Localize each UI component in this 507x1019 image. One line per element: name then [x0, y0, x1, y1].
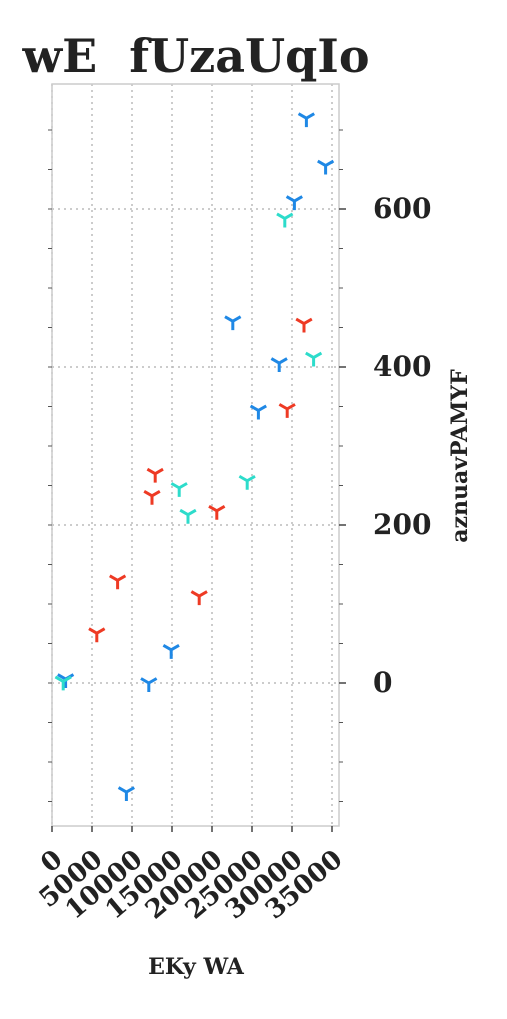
x-axis-label: EKy WA	[148, 954, 245, 980]
data-point	[88, 627, 106, 643]
data-point	[278, 403, 296, 418]
data-point	[238, 474, 256, 490]
data-point	[143, 489, 161, 505]
data-point	[297, 112, 315, 128]
data-point	[170, 482, 188, 497]
plot-frame	[51, 83, 340, 827]
data-point	[224, 315, 242, 331]
data-points	[54, 112, 335, 802]
chart-title: wE fUzaUqIo	[22, 29, 370, 83]
y-tick-labels: 0 200 400 600	[373, 192, 431, 699]
data-point	[162, 644, 180, 659]
data-point	[317, 159, 335, 175]
y-tick-label: 200	[373, 508, 431, 541]
axis-ticks	[48, 129, 346, 832]
data-point	[208, 504, 226, 520]
data-point	[305, 351, 323, 367]
data-point	[276, 212, 294, 228]
data-point	[249, 404, 267, 420]
data-point	[179, 508, 197, 524]
y-tick-label: 400	[373, 350, 431, 383]
data-point	[190, 590, 208, 606]
data-point	[109, 574, 127, 590]
y-tick-label: 600	[373, 192, 431, 225]
y-tick-label: 0	[373, 666, 392, 699]
data-point	[140, 677, 158, 692]
data-point	[146, 467, 164, 483]
grid-lines	[51, 84, 339, 826]
data-point	[54, 675, 72, 691]
y-axis-label: aznuavPAMYF	[447, 369, 473, 543]
data-point	[270, 357, 288, 373]
data-point	[295, 317, 313, 333]
data-point	[285, 195, 303, 211]
data-point	[117, 786, 135, 802]
